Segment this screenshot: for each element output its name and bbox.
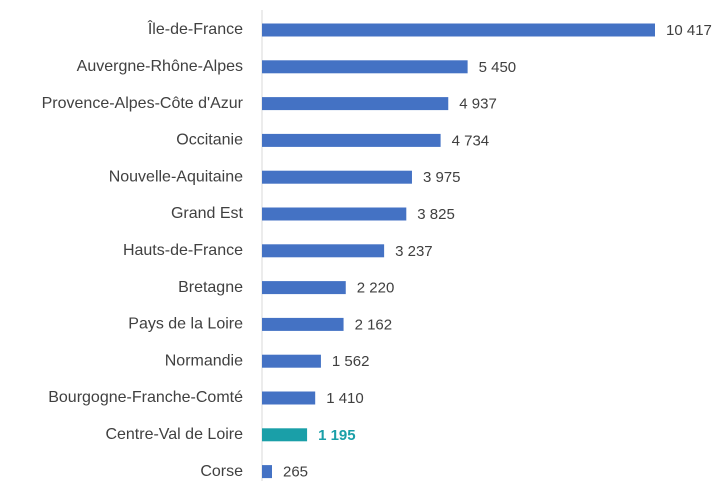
value-label: 10 417 — [666, 22, 712, 39]
category-label: Pays de la Loire — [128, 316, 243, 333]
bar — [262, 207, 407, 221]
category-label: Centre-Val de Loire — [105, 426, 243, 443]
value-label: 4 937 — [459, 96, 497, 113]
category-label: Normandie — [165, 352, 243, 369]
value-label: 265 — [283, 464, 308, 481]
category-label: Île-de-France — [147, 19, 243, 38]
category-label: Occitanie — [176, 132, 243, 149]
value-label: 1 195 — [318, 427, 356, 444]
bar — [262, 317, 344, 331]
category-label: Grand Est — [171, 205, 244, 222]
bar — [262, 465, 272, 479]
bar — [262, 60, 468, 74]
bar — [262, 391, 316, 405]
bar — [262, 133, 441, 147]
value-label: 1 410 — [326, 390, 364, 407]
category-label: Auvergne-Rhône-Alpes — [77, 58, 243, 75]
bar — [262, 354, 321, 368]
category-label: Hauts-de-France — [123, 242, 243, 259]
bar — [262, 23, 655, 37]
value-label: 1 562 — [332, 353, 370, 370]
bar — [262, 170, 412, 184]
value-label: 2 162 — [355, 316, 393, 333]
category-label: Corse — [200, 463, 243, 480]
value-label: 3 975 — [423, 169, 461, 186]
value-label: 3 237 — [395, 243, 433, 260]
bar — [262, 244, 385, 258]
bar — [262, 281, 346, 295]
bar — [262, 97, 449, 111]
value-label: 4 734 — [452, 132, 490, 149]
category-label: Bretagne — [178, 279, 243, 296]
value-label: 5 450 — [479, 59, 517, 76]
category-label: Provence-Alpes-Côte d'Azur — [42, 95, 244, 112]
value-label: 2 220 — [357, 280, 395, 297]
value-label: 3 825 — [417, 206, 455, 223]
category-label: Bourgogne-Franche-Comté — [48, 389, 243, 406]
bar — [262, 428, 308, 442]
category-label: Nouvelle-Aquitaine — [109, 168, 243, 185]
